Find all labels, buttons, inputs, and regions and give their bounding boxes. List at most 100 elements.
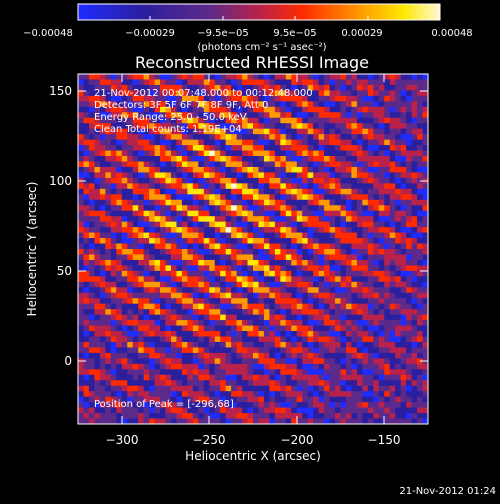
image-pixel	[422, 216, 428, 223]
image-pixel	[132, 74, 139, 81]
image-pixel	[422, 188, 428, 195]
image-pixel	[253, 391, 260, 398]
image-pixel	[411, 101, 418, 108]
image-pixel	[345, 336, 353, 343]
image-pixel	[116, 314, 123, 321]
image-pixel	[335, 347, 342, 354]
image-pixel	[220, 325, 227, 332]
image-pixel	[192, 221, 199, 228]
image-pixel	[127, 150, 134, 157]
image-pixel	[400, 199, 407, 206]
image-pixel	[422, 210, 428, 217]
image-pixel	[411, 112, 418, 119]
image-pixel	[143, 232, 150, 239]
image-pixel	[203, 101, 210, 108]
image-pixel	[356, 270, 363, 277]
image-pixel	[302, 402, 309, 409]
image-pixel	[417, 166, 424, 174]
image-pixel	[302, 303, 309, 310]
image-pixel	[170, 358, 178, 365]
image-pixel	[258, 352, 265, 359]
image-pixel	[203, 199, 210, 206]
image-pixel	[400, 194, 407, 201]
image-pixel	[154, 188, 161, 195]
image-pixel	[258, 281, 265, 288]
image-pixel	[160, 210, 167, 217]
image-pixel	[345, 172, 353, 179]
image-pixel	[351, 309, 358, 316]
image-pixel	[110, 117, 117, 124]
image-pixel	[181, 199, 188, 206]
image-pixel	[411, 134, 418, 141]
image-pixel	[160, 265, 167, 272]
image-pixel	[318, 270, 325, 277]
image-pixel	[116, 156, 123, 163]
image-pixel	[274, 270, 281, 277]
image-pixel	[318, 281, 325, 288]
image-pixel	[231, 188, 238, 195]
image-pixel	[417, 156, 424, 163]
image-pixel	[253, 298, 260, 305]
image-pixel	[209, 101, 216, 108]
image-pixel	[247, 145, 254, 152]
image-pixel	[165, 265, 172, 272]
image-pixel	[247, 385, 254, 392]
image-pixel	[269, 210, 276, 217]
image-pixel	[302, 243, 309, 250]
image-pixel	[116, 227, 123, 234]
image-pixel	[143, 156, 150, 163]
image-pixel	[99, 418, 106, 424]
image-pixel	[291, 123, 298, 130]
image-pixel	[121, 95, 128, 102]
image-pixel	[99, 270, 106, 277]
image-pixel	[335, 385, 342, 392]
image-pixel	[280, 95, 287, 102]
image-pixel	[395, 227, 402, 234]
image-pixel	[356, 325, 363, 332]
image-pixel	[187, 221, 194, 228]
image-pixel	[422, 95, 428, 102]
image-pixel	[94, 325, 101, 332]
image-pixel	[116, 221, 123, 228]
image-pixel	[203, 270, 210, 277]
info-detectors: Detectors: 3F 5F 6F 7F 8F 9F, Att 0	[94, 100, 268, 111]
image-pixel	[285, 183, 292, 190]
image-pixel	[258, 210, 265, 217]
image-pixel	[143, 287, 150, 294]
image-pixel	[138, 112, 145, 119]
image-pixel	[345, 150, 353, 157]
image-pixel	[198, 221, 205, 228]
image-pixel	[198, 243, 205, 250]
image-pixel	[422, 352, 428, 359]
image-pixel	[220, 331, 227, 338]
image-pixel	[149, 238, 156, 245]
image-pixel	[378, 117, 385, 124]
image-pixel	[143, 363, 150, 370]
image-pixel	[149, 391, 156, 398]
image-pixel	[209, 112, 216, 119]
image-pixel	[269, 166, 276, 174]
image-pixel	[143, 128, 150, 135]
image-pixel	[291, 276, 298, 283]
image-pixel	[209, 139, 216, 146]
image-pixel	[345, 117, 353, 124]
image-pixel	[389, 287, 396, 294]
image-pixel	[198, 106, 205, 113]
image-pixel	[373, 309, 380, 316]
image-pixel	[198, 347, 205, 354]
image-pixel	[138, 95, 145, 102]
image-pixel	[291, 363, 298, 370]
image-pixel	[318, 216, 325, 223]
image-pixel	[302, 336, 309, 343]
image-pixel	[422, 227, 428, 234]
image-pixel	[422, 396, 428, 403]
image-pixel	[411, 249, 418, 256]
image-pixel	[78, 380, 85, 387]
image-pixel	[345, 106, 353, 113]
image-pixel	[389, 331, 396, 338]
image-pixel	[214, 216, 221, 223]
image-pixel	[165, 314, 172, 321]
image-pixel	[417, 199, 424, 206]
image-pixel	[110, 199, 117, 206]
image-pixel	[209, 418, 216, 424]
